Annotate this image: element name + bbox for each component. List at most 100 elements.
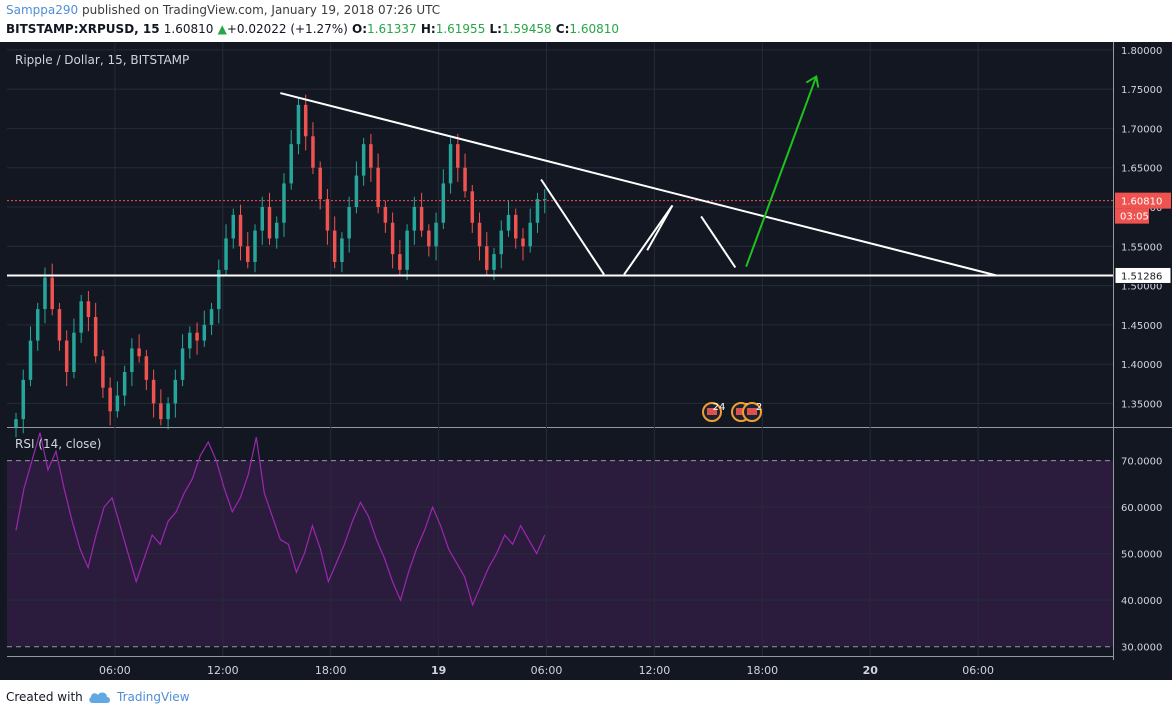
price-chart-title: Ripple / Dollar, 15, BITSTAMP [15, 53, 189, 67]
time-tick-label: 06:00 [99, 664, 131, 677]
candle-body [35, 309, 40, 341]
countdown-label: 03:05 [1120, 212, 1149, 223]
rsi-title: RSI (14, close) [15, 437, 101, 451]
chart-area[interactable]: 06:00 12:00 18:00 19 06:00 12:00 18:00 20 06:00 1… [0, 42, 1172, 680]
candle-body [217, 269, 221, 310]
candle-body [477, 222, 482, 247]
candle-body [246, 246, 250, 262]
tradingview-cloud-icon [89, 692, 110, 703]
open-label: O: [352, 22, 368, 36]
candle-body [159, 403, 163, 420]
trend-line [280, 92, 997, 277]
candle-body [390, 222, 395, 255]
candle-body [64, 340, 69, 372]
rsi-tick-label: 30.0000 [1121, 643, 1162, 654]
candle-body [412, 207, 417, 231]
low-label: L: [489, 22, 502, 36]
last-price: 1.60810 [163, 22, 214, 36]
rsi-tick-label: 40.0000 [1121, 596, 1162, 607]
candle-body [209, 309, 214, 325]
candle-body [260, 207, 264, 231]
candle-body [14, 419, 18, 427]
candle-body [354, 175, 359, 207]
candle-body [405, 230, 409, 270]
candle-body [224, 238, 228, 270]
candle-body [144, 356, 149, 380]
event-badge-count: 2 [756, 402, 762, 413]
time-tick-label: 20 [863, 664, 879, 677]
created-with-text: Created with [6, 690, 83, 704]
symbol-info: BITSTAMP:XRPUSD, 15 1.60810 ▲+0.02022 (+… [6, 22, 619, 36]
projection-segment [540, 178, 605, 276]
candle-body [166, 403, 170, 420]
candle-body [282, 183, 286, 223]
current-price-box [1115, 192, 1171, 209]
candle-body [202, 324, 207, 341]
candle-body [267, 207, 272, 239]
candle-body [72, 332, 76, 372]
price-tick-label: 1.40000 [1121, 360, 1162, 371]
change-up-icon: ▲ [217, 22, 227, 36]
breakout-arrow-head [805, 74, 820, 88]
candle-body [296, 104, 301, 145]
candle-body [311, 136, 315, 168]
projection-segment [623, 204, 674, 276]
chart-header: Samppa290 published on TradingView.com, … [0, 0, 1172, 42]
candle-body [340, 238, 344, 262]
price-tick-label: 1.75000 [1121, 85, 1162, 96]
candle-body [441, 183, 446, 223]
symbol-label: BITSTAMP:XRPUSD, 15 [6, 22, 160, 36]
candle-body [180, 348, 185, 380]
candle-body [137, 348, 141, 357]
high-value: 1.61955 [435, 22, 486, 36]
current-price-label: 1.60810 [1121, 197, 1162, 208]
time-tick-label: 18:00 [746, 664, 778, 677]
support-label: 1.51286 [1121, 271, 1162, 282]
time-tick-label: 06:00 [962, 664, 994, 677]
rsi-line [15, 432, 546, 607]
candle-body [499, 230, 504, 255]
candle-body [470, 191, 475, 223]
published-text: published on TradingView.com, January 19… [81, 3, 441, 17]
candle-body [43, 277, 47, 310]
author-link[interactable]: Samppa290 [6, 3, 79, 17]
candle-body [50, 277, 54, 310]
time-tick-label: 06:00 [531, 664, 563, 677]
price-tick-label: 1.55000 [1121, 242, 1162, 253]
candle-body [173, 379, 178, 404]
candle-body [383, 207, 388, 223]
candle-body [274, 222, 279, 239]
candle-body [463, 167, 467, 192]
candle-body [325, 199, 330, 231]
time-tick-label: 12:00 [207, 664, 239, 677]
candle-body [115, 395, 120, 412]
candle-body [506, 214, 511, 231]
price-tick-label: 1.65000 [1121, 164, 1162, 175]
chart-canvas[interactable]: 06:00 12:00 18:00 19 06:00 12:00 18:00 20 06:00 1… [0, 42, 1172, 680]
candle-body [513, 214, 518, 239]
price-tick-label: 1.35000 [1121, 399, 1162, 410]
candle-body [28, 340, 33, 380]
candle-body [542, 199, 547, 201]
candle-body [398, 254, 402, 270]
candle-body [130, 348, 134, 372]
candle-body [347, 207, 351, 239]
time-tick-label: 18:00 [315, 664, 347, 677]
low-value: 1.59458 [501, 22, 552, 36]
candle-body [521, 238, 525, 247]
breakout-arrow [745, 76, 818, 268]
change-value: +0.02022 (+1.27%) [226, 22, 348, 36]
candle-body [79, 301, 83, 333]
support-label-box [1114, 266, 1172, 284]
candle-body [93, 317, 98, 357]
candle-body [369, 144, 373, 168]
candle-body [57, 309, 62, 341]
candle-body [456, 144, 460, 168]
event-badge-count: 24 [713, 402, 726, 413]
tradingview-link[interactable]: TradingView [117, 690, 190, 704]
price-tick-label: 1.70000 [1121, 124, 1162, 135]
candle-body [419, 207, 424, 231]
candle-body [427, 230, 431, 247]
us-flag-icon [747, 408, 757, 415]
countdown-box [1115, 208, 1149, 224]
